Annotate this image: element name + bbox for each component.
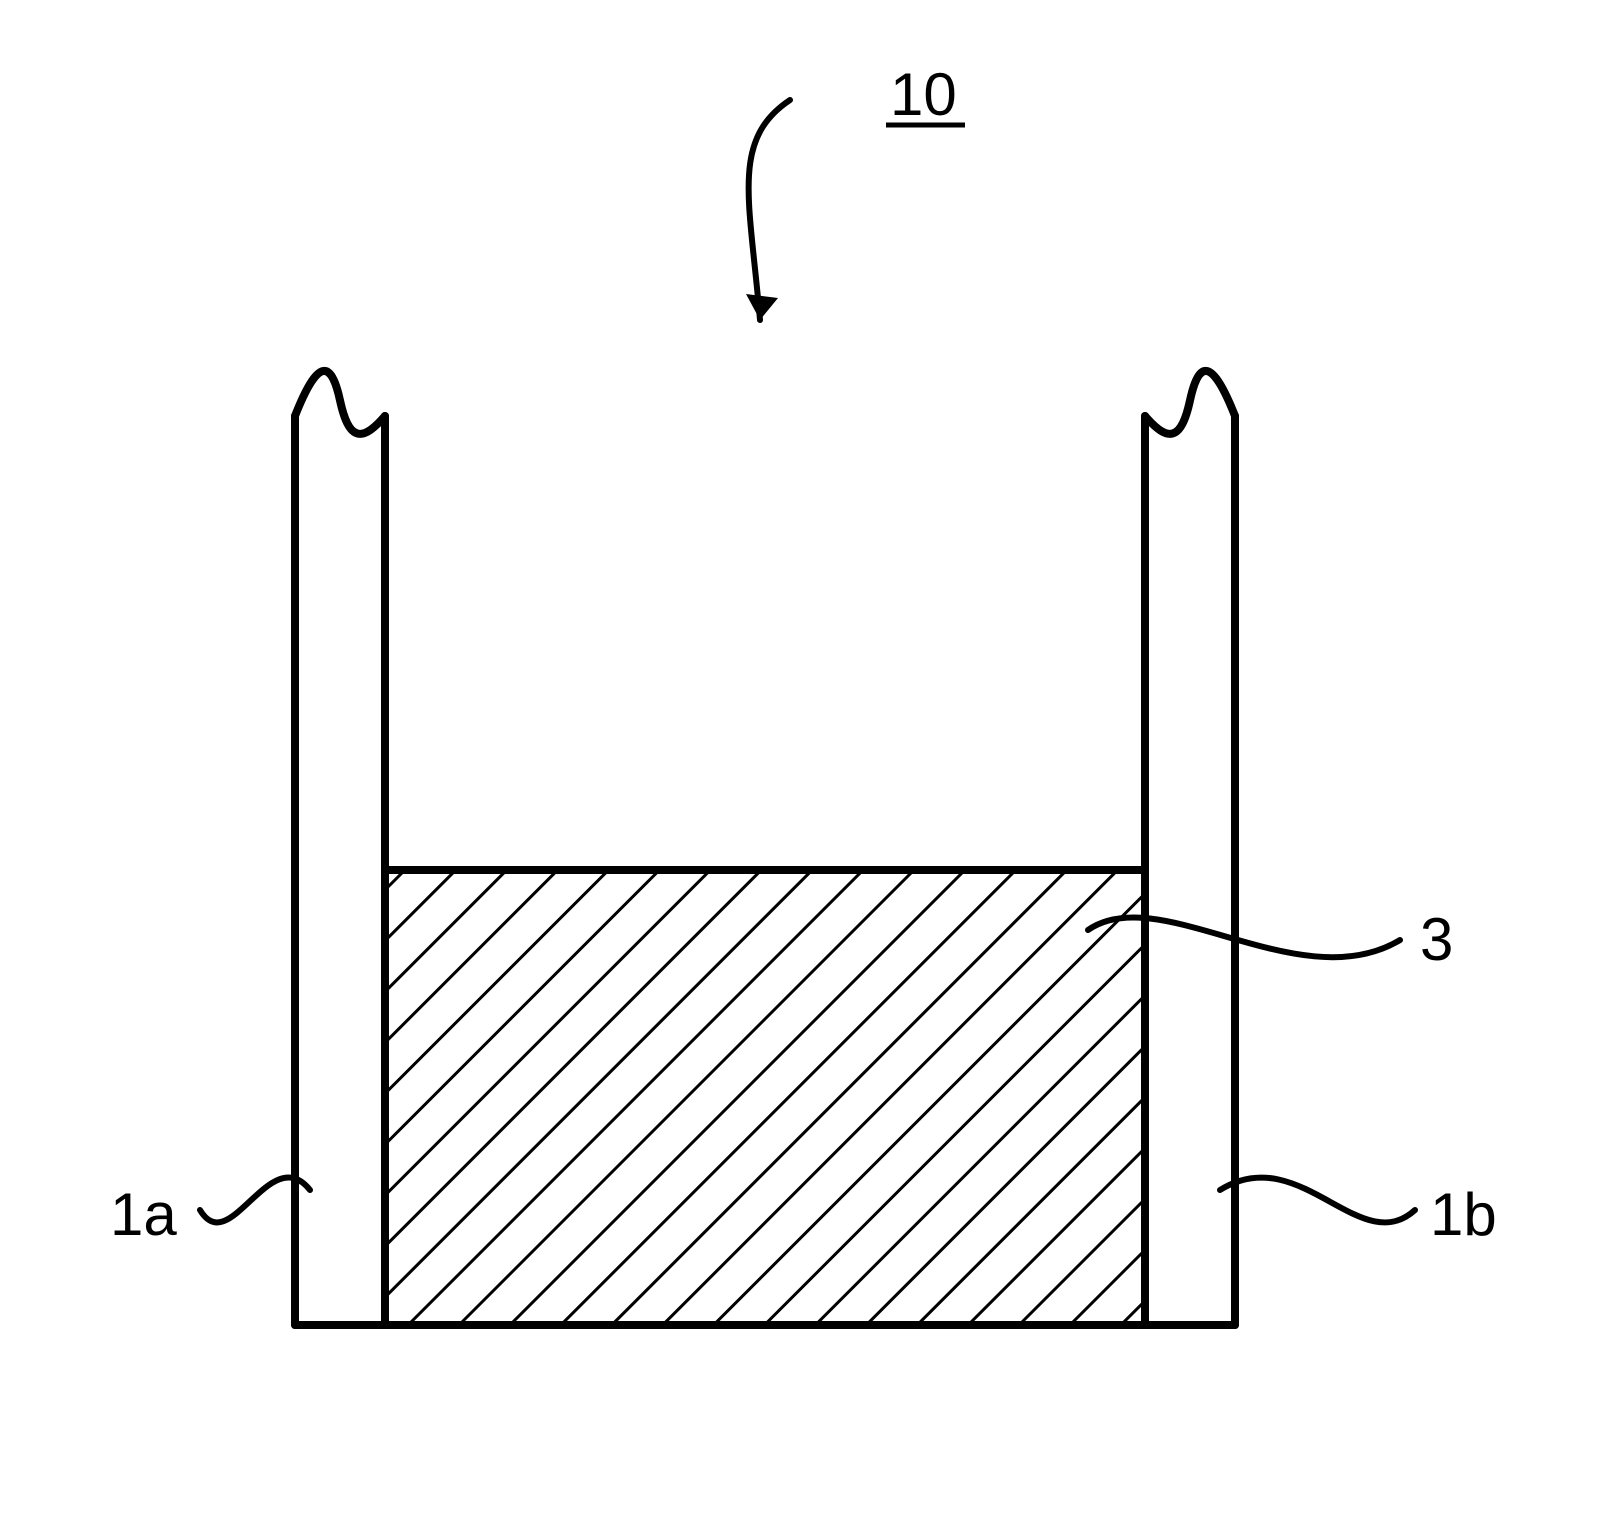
- fill-region: [385, 870, 1145, 1325]
- left-wall-callout-label: 1a: [110, 1181, 177, 1248]
- fill-callout-label: 3: [1420, 906, 1453, 973]
- right-wall-callout-label: 1b: [1430, 1181, 1497, 1248]
- assembly-label: 10: [890, 61, 957, 128]
